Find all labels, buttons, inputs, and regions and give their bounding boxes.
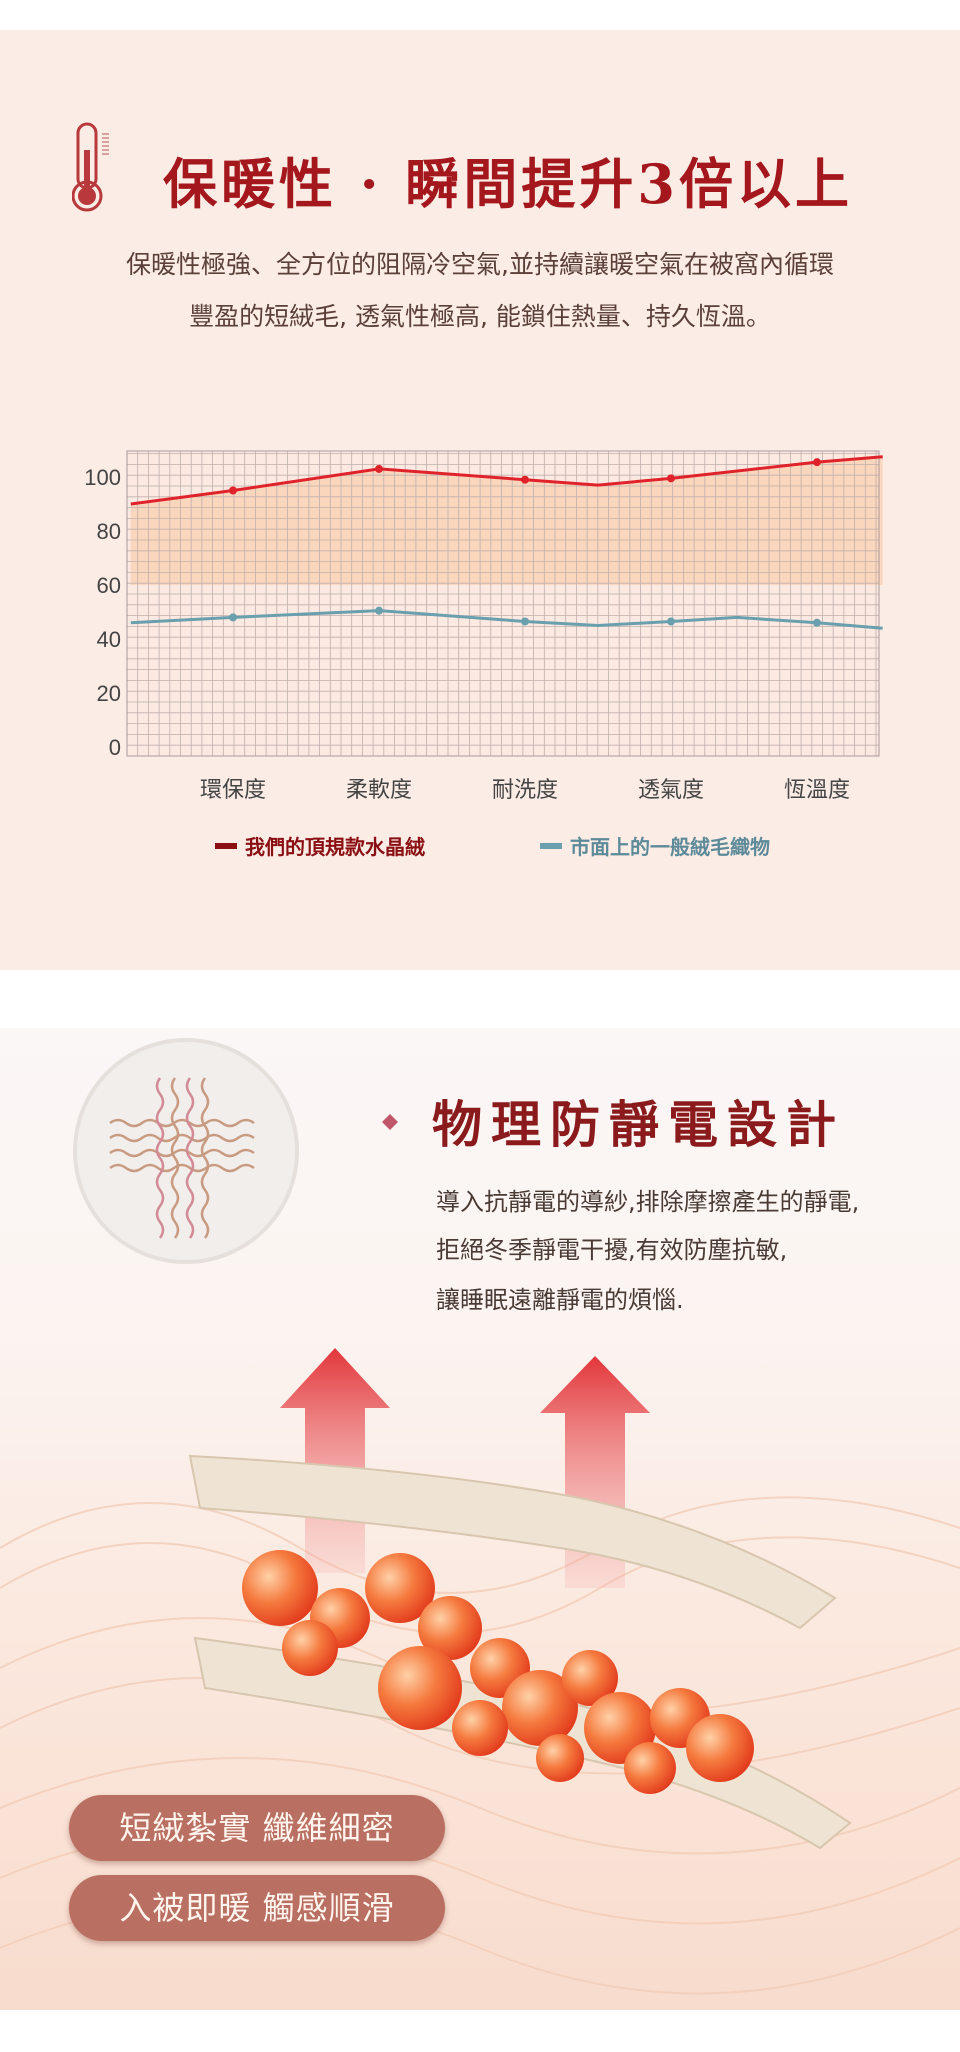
antistatic-section [0,1028,960,2010]
legend-label: 市面上的一般絨毛織物 [570,835,770,859]
y-tick-label: 20 [97,681,121,706]
y-tick-label: 0 [109,735,121,760]
x-tick-label: 耐洗度 [492,778,558,803]
series-area-fill [130,456,883,585]
page-title: 保暖性 · 瞬間提升3倍以上 [163,152,853,216]
body-line: 拒絕冬季靜電干擾,有效防塵抗敏, [436,1236,788,1264]
arrow-up-icon [280,1348,390,1573]
data-point [521,617,529,626]
x-tick-label: 透氣度 [638,778,704,803]
section-title: 物理防靜電設計 [432,1095,845,1154]
data-point [813,618,821,627]
data-point [521,475,529,484]
y-tick-label: 40 [97,627,121,652]
data-point [375,464,383,473]
background-waves [0,1038,960,1995]
data-point [667,474,675,483]
feature-pill: 短絨紮實 纖維細密 [69,1795,445,1861]
y-tick-label: 100 [84,465,121,490]
y-tick-label: 80 [97,519,121,544]
legend-label: 我們的頂規款水晶絨 [245,835,425,859]
body-line: 讓睡眠遠離靜電的煩惱. [436,1286,684,1314]
diamond-icon [382,1114,398,1130]
y-tick-label: 60 [97,573,121,598]
legend-swatch [215,843,237,849]
warm-air-particles [242,1550,754,1794]
series-line [130,455,883,506]
description-line: 保暖性極強、全方位的阻隔冷空氣,並持續讓暖空氣在被窩內循環 [126,250,834,279]
legend-swatch [540,843,562,849]
data-point [813,458,821,467]
data-point [229,613,237,622]
plot-border [126,450,880,757]
data-point [375,606,383,615]
x-tick-label: 恆溫度 [784,778,850,803]
data-point [229,486,237,495]
thermometer-icon [72,122,109,212]
x-tick-label: 環保度 [200,778,266,803]
x-tick-label: 柔軟度 [346,778,412,803]
body-line: 導入抗靜電的導紗,排除摩擦產生的靜電, [436,1188,860,1216]
description-line: 豐盈的短絨毛, 透氣性極高, 能鎖住熱量、持久恆溫。 [189,302,771,331]
data-point [667,617,675,626]
series-line [130,609,883,630]
feature-pill: 入被即暖 觸感順滑 [69,1875,445,1941]
fabric-layer [188,1454,837,1630]
